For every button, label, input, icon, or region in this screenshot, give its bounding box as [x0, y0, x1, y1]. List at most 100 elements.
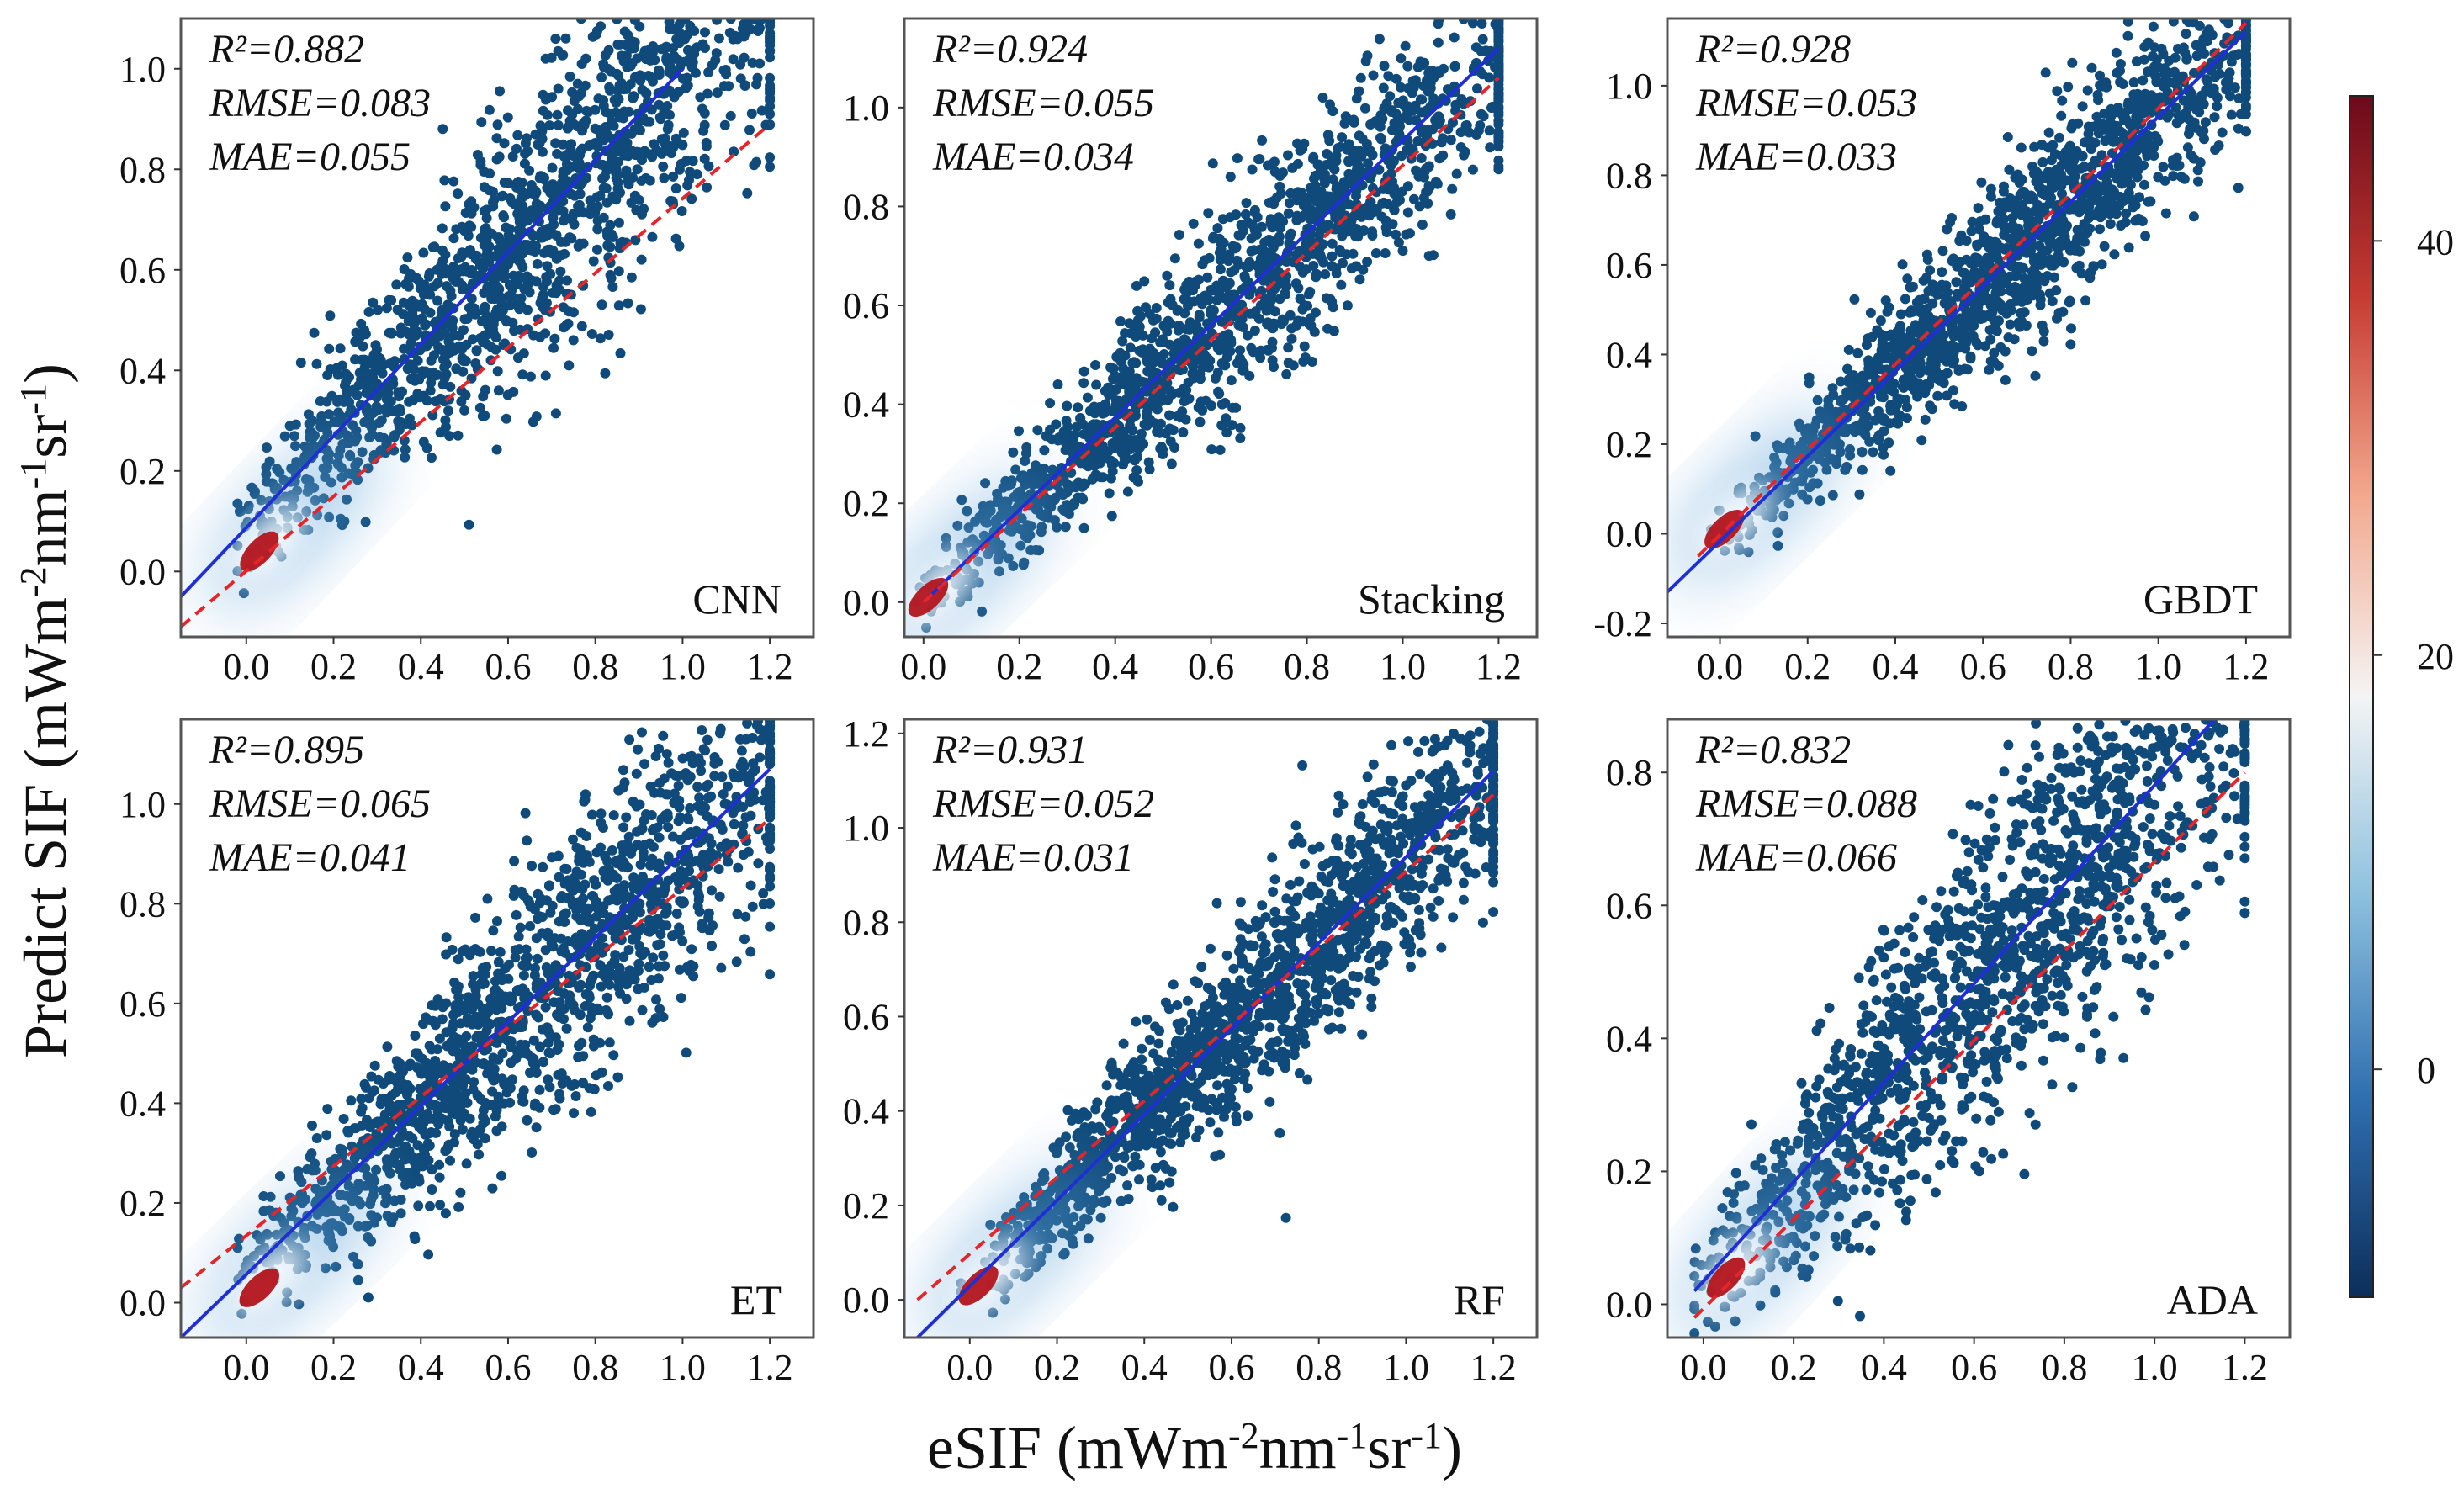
- scatter-point: [1410, 77, 1421, 88]
- scatter-point: [2138, 75, 2149, 86]
- scatter-point: [1178, 427, 1189, 437]
- scatter-point: [1305, 286, 1316, 297]
- scatter-point: [1812, 395, 1823, 405]
- scatter-point: [628, 43, 639, 54]
- scatter-point: [624, 734, 635, 745]
- scatter-point: [455, 1187, 466, 1198]
- scatter-point: [1105, 455, 1116, 466]
- plot-frame: [903, 17, 1539, 639]
- scatter-point: [1169, 253, 1180, 264]
- scatter-point: [1402, 207, 1413, 218]
- y-tick-label: 0.0: [1606, 514, 1652, 555]
- scatter-point: [601, 226, 612, 237]
- scatter-point: [1402, 145, 1412, 156]
- scatter-point: [2184, 129, 2194, 139]
- scatter-point: [446, 342, 457, 352]
- scatter-point: [765, 28, 776, 39]
- scatter-point: [432, 295, 443, 306]
- scatter-point: [687, 156, 698, 167]
- scatter-point: [494, 151, 505, 162]
- scatter-point: [2113, 161, 2124, 172]
- scatter-point: [1091, 379, 1102, 390]
- y-tick-label: 0.8: [843, 186, 889, 227]
- y-tick-label: 1.0: [1606, 66, 1652, 107]
- scatter-point: [714, 728, 725, 739]
- scatter-point: [765, 109, 776, 119]
- scatter-point: [437, 379, 448, 390]
- scatter-point: [2121, 168, 2132, 179]
- scatter-point: [526, 275, 536, 286]
- scatter-point: [412, 389, 423, 400]
- scatter-point: [2021, 206, 2032, 217]
- scatter-point: [324, 343, 335, 354]
- scatter-point: [649, 139, 660, 150]
- scatter-point: [1155, 337, 1166, 348]
- scatter-point: [415, 283, 426, 294]
- scatter-point: [495, 310, 506, 321]
- scatter-point: [441, 421, 451, 432]
- scatter-point: [1374, 34, 1385, 45]
- scatter-point: [437, 124, 448, 135]
- scatter-point: [2117, 128, 2128, 139]
- scatter-point: [1208, 305, 1219, 315]
- scatter-point: [388, 379, 399, 389]
- scatter-point: [2139, 179, 2149, 190]
- scatter-point: [658, 1012, 669, 1022]
- scatter-point: [2030, 370, 2041, 381]
- scatter-point: [1061, 432, 1072, 443]
- y-tick-label: 0.6: [1606, 245, 1652, 286]
- scatter-point: [686, 193, 697, 204]
- scatter-point: [1954, 236, 1965, 246]
- scatter-point: [1865, 307, 1876, 318]
- scatter-point: [548, 342, 559, 353]
- scatter-point: [1990, 321, 2000, 332]
- scatter-point: [1348, 248, 1359, 259]
- scatter-point: [1300, 352, 1311, 363]
- scatter-point: [1467, 19, 1478, 29]
- scatter-point: [1031, 460, 1041, 471]
- scatter-point: [262, 442, 272, 453]
- scatter-point: [1188, 218, 1199, 229]
- model-label: CNN: [692, 575, 782, 623]
- scatter-point: [2128, 202, 2138, 213]
- scatter-point: [1089, 401, 1100, 412]
- scatter-point: [2019, 284, 2030, 295]
- scatter-point: [1449, 32, 1460, 43]
- scatter-point: [1091, 419, 1102, 430]
- scatter-point: [626, 272, 637, 283]
- scatter-point: [559, 215, 569, 226]
- scatter-point: [1235, 422, 1246, 433]
- y-tick-label: 0.8: [119, 149, 166, 190]
- scatter-point: [580, 80, 591, 91]
- scatter-point: [1371, 204, 1382, 215]
- scatter-point: [1836, 376, 1847, 387]
- scatter-point: [548, 179, 559, 190]
- scatter-point: [685, 803, 696, 813]
- scatter-point: [756, 105, 767, 116]
- scatter-point: [322, 427, 333, 438]
- scatter-point: [2240, 19, 2251, 25]
- scatter-point: [1402, 181, 1413, 192]
- scatter-point: [2170, 102, 2181, 113]
- scatter-point: [441, 281, 452, 292]
- scatter-point: [1974, 224, 1984, 235]
- scatter-point: [478, 336, 489, 347]
- scatter-point: [2088, 187, 2098, 198]
- scatter-point: [739, 31, 750, 42]
- scatter-point: [603, 330, 614, 340]
- scatter-point: [2122, 19, 2133, 27]
- scatter-point: [1362, 144, 1373, 155]
- scatter-point: [1246, 233, 1257, 244]
- scatter-point: [1263, 293, 1274, 304]
- scatter-point: [2123, 188, 2134, 199]
- scatter-point: [2082, 85, 2093, 96]
- scatter-point: [674, 38, 685, 49]
- scatter-point: [514, 214, 525, 225]
- scatter-point: [1229, 289, 1240, 300]
- scatter-point: [2139, 41, 2150, 52]
- scatter-point: [621, 994, 632, 1004]
- scatter-point: [1238, 359, 1249, 370]
- scatter-point: [335, 343, 346, 354]
- scatter-point: [2179, 109, 2190, 120]
- scatter-point: [1451, 168, 1462, 179]
